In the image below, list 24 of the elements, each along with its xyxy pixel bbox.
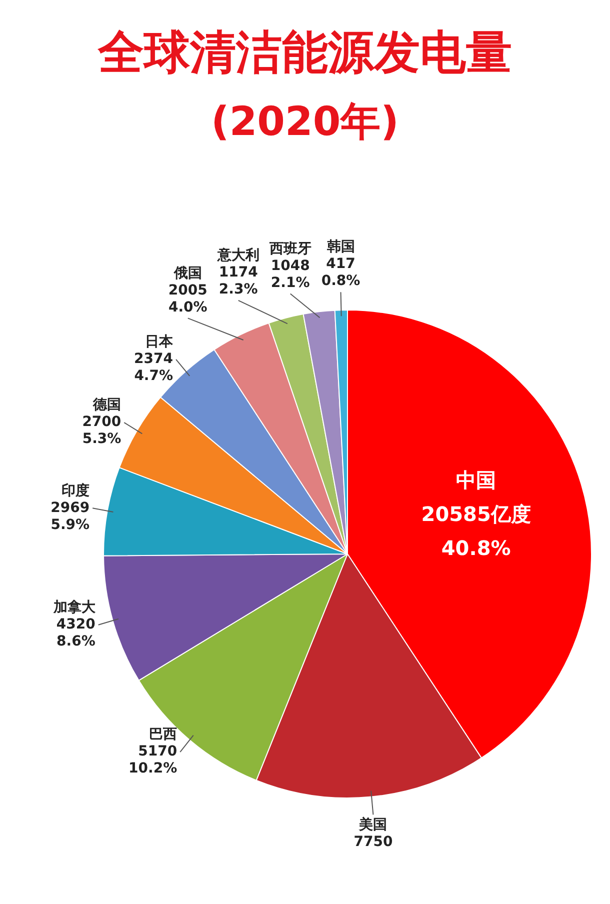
chart-title: 全球清洁能源发电量 [96,24,513,81]
data-label: 417 0.8% [321,256,360,290]
data-label: 20585亿度 40.8% [421,502,531,560]
slice-label: 加拿大 [52,600,96,616]
chart-subtitle: (2020年) [210,98,400,147]
data-label: 2005 4.0% [168,282,208,316]
slice-label: 日本 [145,334,174,350]
slice-label: 美国 [358,816,388,833]
data-label: 7750 [354,834,393,850]
slice-label: 中国 [456,468,496,492]
slice-label: 意大利 [216,246,260,264]
data-label: 1048 2.1% [270,258,310,291]
slice-label: 韩国 [326,239,355,256]
data-label: 2374 4.7% [134,351,174,384]
data-label: 1174 2.3% [218,264,258,298]
slice-label: 俄国 [172,265,202,282]
data-label: 4320 8.6% [56,616,96,650]
data-label: 2969 5.9% [50,500,90,533]
slice-label: 印度 [62,482,90,499]
data-label: 5170 10.2% [128,744,178,777]
slice-label: 西班牙 [268,240,312,257]
data-label: 2700 5.3% [82,414,122,448]
slice-label: 巴西 [149,726,178,743]
slice-label: 德国 [92,397,122,414]
